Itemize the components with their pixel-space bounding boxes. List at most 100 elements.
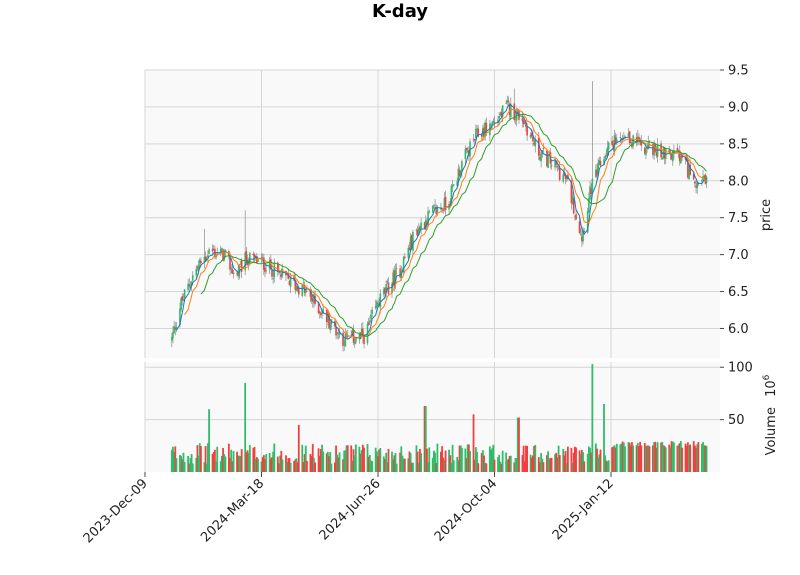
candle-body-177	[458, 169, 461, 177]
candle-body-298	[655, 151, 658, 156]
candle-body-86	[310, 295, 313, 301]
candle-body-320	[692, 173, 695, 180]
volume-bar-92	[320, 449, 322, 472]
volume-bar-294	[648, 446, 651, 472]
volume-bar-267	[605, 460, 608, 472]
volume-bar-53	[255, 457, 258, 472]
candle-body-94	[322, 309, 325, 314]
candle-body-187	[475, 128, 477, 139]
volume-bar-274	[615, 443, 618, 472]
volume-bar-248	[573, 446, 576, 472]
volume-bar-310	[676, 445, 679, 472]
candle-body-176	[457, 168, 460, 183]
volume-bar-126	[375, 451, 378, 472]
volume-axis-label: Volume 106	[762, 374, 779, 455]
volume-bar-95	[325, 453, 328, 472]
volume-bar-151	[416, 451, 419, 472]
volume-bar-228	[541, 458, 544, 472]
volume-bar-157	[426, 448, 428, 472]
volume-bar-327	[703, 445, 706, 472]
candle-body-248	[574, 215, 576, 217]
candle-body-274	[616, 139, 618, 143]
volume-bar-325	[700, 443, 703, 472]
volume-bar-304	[664, 447, 667, 472]
volume-bar-144	[403, 458, 406, 472]
volume-bar-243	[565, 463, 568, 472]
volume-bar-48	[247, 453, 250, 472]
volume-bar-188	[476, 451, 478, 472]
candle-body-40	[236, 273, 238, 274]
candle-body-39	[232, 272, 235, 274]
volume-bar-297	[654, 441, 657, 472]
volume-bar-139	[395, 463, 398, 472]
candle-body-44	[240, 259, 243, 272]
volume-bar-70	[285, 455, 287, 472]
candle-body-41	[237, 271, 239, 276]
volume-bar-52	[254, 458, 257, 472]
candle-body-179	[461, 161, 463, 171]
candle-body-197	[491, 123, 493, 125]
volume-bar-177	[458, 445, 461, 472]
candle-body-111	[351, 330, 354, 335]
volume-bar-266	[604, 455, 607, 472]
volume-bar-118	[361, 444, 364, 472]
candle-body-190	[480, 134, 483, 137]
candle-body-4	[175, 326, 178, 330]
candle-body-265	[603, 159, 605, 165]
candle-body-153	[419, 226, 421, 230]
candle-body-62	[271, 270, 273, 277]
volume-bar-55	[260, 461, 263, 472]
volume-bar-180	[464, 448, 467, 472]
volume-bar-263	[598, 454, 601, 472]
volume-bar-91	[318, 456, 321, 472]
volume-bar-170	[448, 449, 450, 472]
candle-body-148	[410, 234, 413, 249]
volume-bar-279	[624, 446, 626, 472]
candle-body-221	[530, 132, 533, 137]
volume-bar-231	[547, 451, 549, 472]
volume-bar-233	[549, 457, 552, 472]
candle-body-252	[581, 236, 583, 242]
candle-body-74	[289, 276, 292, 287]
volume-bar-102	[336, 454, 339, 472]
candle-body-141	[400, 270, 403, 280]
candle-body-239	[558, 167, 561, 180]
volume-bar-256	[587, 446, 590, 472]
volume-bar-24	[208, 409, 210, 472]
volume-bar-223	[533, 445, 536, 472]
candle-body-5	[179, 308, 181, 326]
candle-body-72	[287, 273, 290, 279]
candle-body-66	[278, 271, 280, 272]
candle-body-118	[362, 328, 364, 337]
volume-bar-291	[645, 446, 647, 472]
volume-bar-193	[484, 462, 487, 472]
volume-bar-85	[309, 453, 312, 472]
candle-body-24	[208, 249, 210, 254]
candle-body-124	[371, 309, 373, 314]
volume-bar-265	[603, 403, 605, 472]
candle-body-108	[345, 334, 348, 336]
candle-body-0	[170, 337, 173, 341]
volume-bar-113	[353, 455, 356, 472]
volume-bar-282	[629, 445, 632, 472]
candle-body-60	[268, 260, 271, 270]
candle-body-235	[554, 159, 556, 168]
candle-body-11	[188, 284, 191, 286]
volume-bars	[170, 364, 708, 472]
candle-body-42	[238, 264, 241, 277]
volume-bar-5	[179, 455, 181, 472]
volume-bar-284	[632, 445, 635, 472]
price-tick-label-0: 6.0	[728, 322, 749, 337]
volume-bar-186	[473, 459, 476, 472]
volume-bar-57	[262, 455, 265, 472]
candle-body-154	[420, 222, 422, 229]
candle-body-15	[195, 268, 198, 276]
volume-bar-105	[342, 459, 344, 472]
volume-bar-173	[451, 444, 454, 472]
candle-body-58	[264, 267, 266, 272]
candle-body-127	[377, 303, 379, 305]
volume-bar-264	[599, 449, 602, 472]
candle-body-264	[599, 161, 602, 166]
volume-bar-179	[460, 447, 463, 472]
volume-bar-21	[204, 446, 207, 472]
